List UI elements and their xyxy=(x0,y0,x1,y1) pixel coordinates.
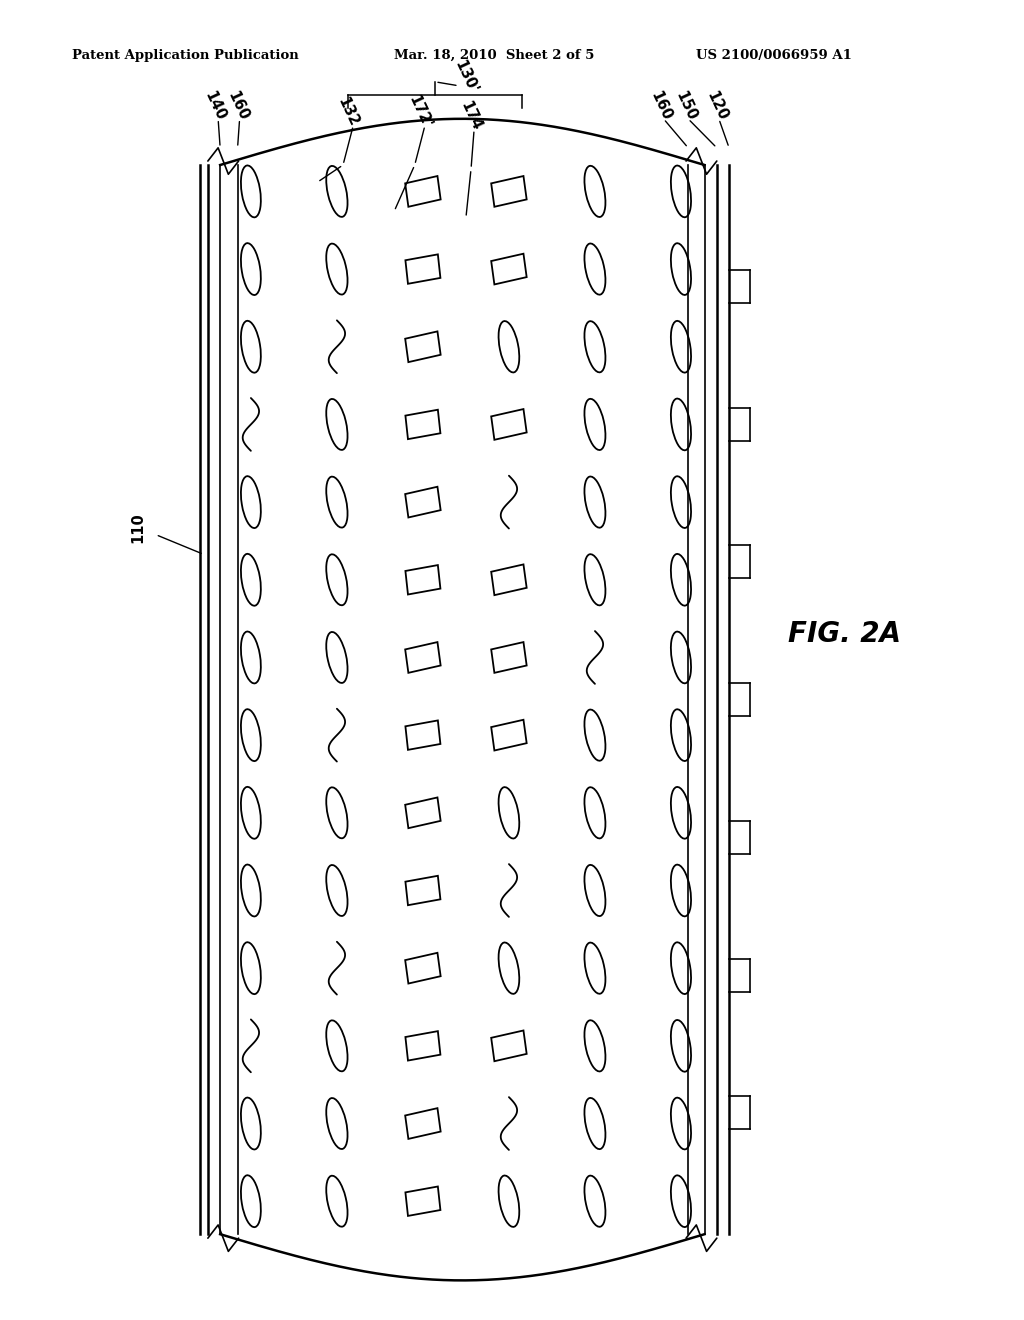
Text: 160: 160 xyxy=(224,88,251,123)
Text: 132: 132 xyxy=(335,95,361,129)
Text: US 2100/0066959 A1: US 2100/0066959 A1 xyxy=(696,49,852,62)
Text: 120: 120 xyxy=(703,88,730,123)
Text: 174: 174 xyxy=(458,99,484,133)
Text: Mar. 18, 2010  Sheet 2 of 5: Mar. 18, 2010 Sheet 2 of 5 xyxy=(394,49,595,62)
Text: 172': 172' xyxy=(406,94,434,131)
Text: Patent Application Publication: Patent Application Publication xyxy=(72,49,298,62)
Text: 110: 110 xyxy=(131,512,145,544)
Text: 160: 160 xyxy=(647,88,674,123)
Text: FIG. 2A: FIG. 2A xyxy=(788,619,901,648)
Text: 130': 130' xyxy=(452,58,480,95)
Text: 140: 140 xyxy=(202,88,228,123)
Text: 150: 150 xyxy=(673,88,699,123)
